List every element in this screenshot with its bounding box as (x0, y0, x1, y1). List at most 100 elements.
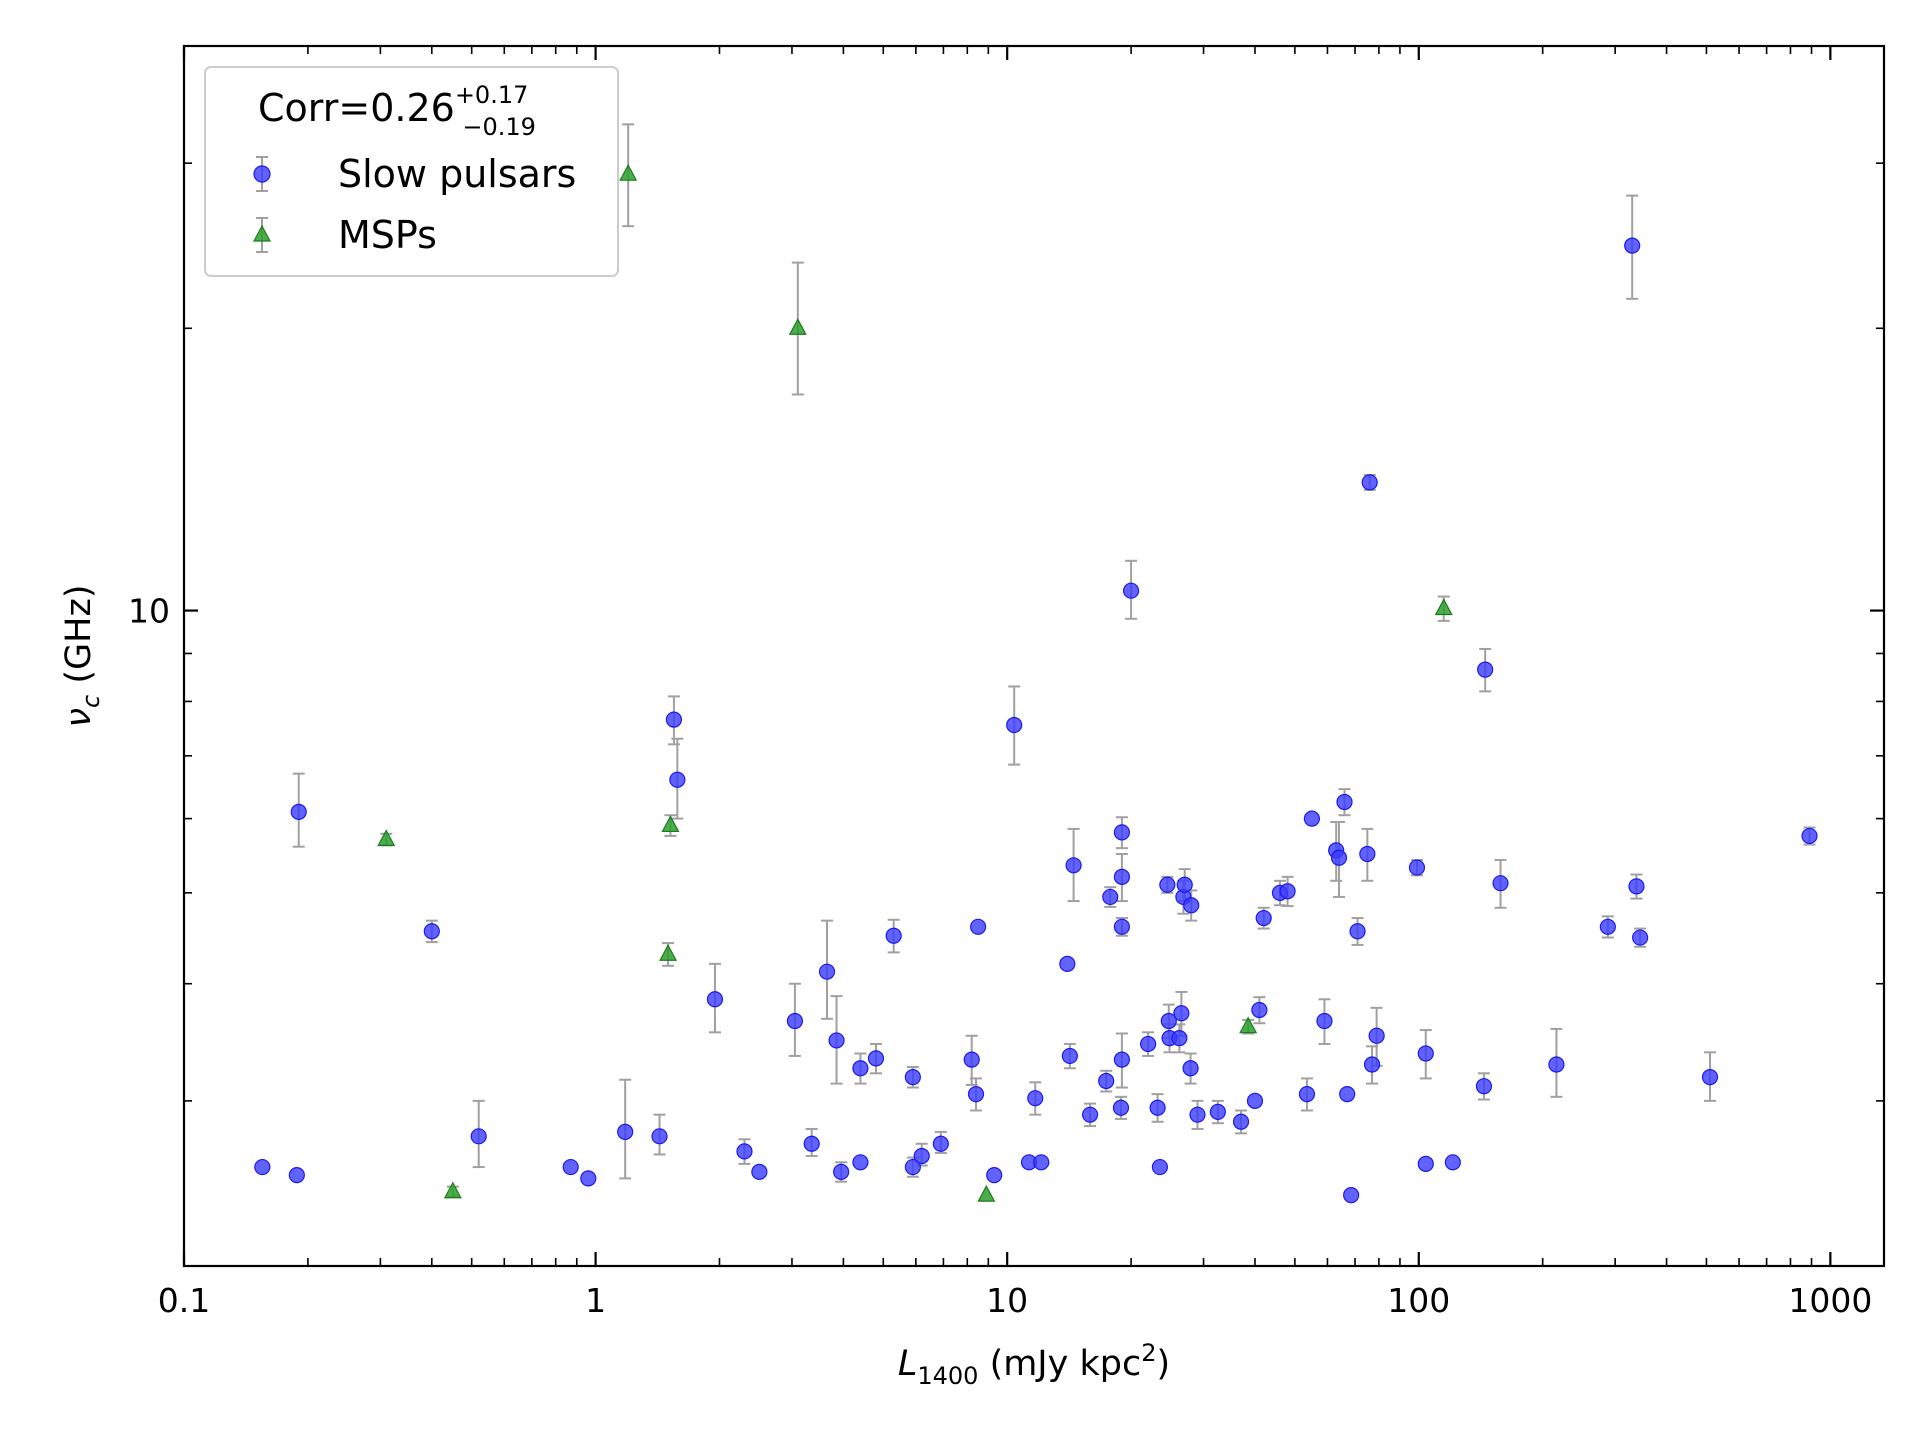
slow-pulsar-point (1417, 1045, 1434, 1062)
slow-pulsar-point (852, 1060, 869, 1077)
x-axis-label: L1400 (mJy kpc2) (898, 1339, 1170, 1390)
slow-pulsar-point (1246, 1092, 1264, 1109)
markers-layer (254, 163, 1818, 1204)
slow-pulsar-point (423, 923, 440, 940)
slow-pulsar-point (1628, 878, 1645, 895)
y-axis-label: νc (GHz) (59, 584, 105, 727)
slow-pulsar-point (1548, 1056, 1565, 1073)
slow-pulsar-point (967, 1086, 985, 1103)
x-tick-label: 1000 (1788, 1281, 1872, 1320)
slow-pulsar-point (1059, 955, 1076, 972)
slow-pulsar-point (254, 1158, 271, 1176)
slow-pulsar-point (669, 771, 686, 788)
slow-pulsar-point (1316, 1012, 1333, 1030)
legend-title: Corr=0.26+0.17 −0.19 (258, 81, 536, 141)
slow-pulsar-point (970, 918, 987, 935)
legend: Corr=0.26+0.17 −0.19 Slow pulsars MSPs (204, 66, 619, 277)
ticks-layer (182, 45, 1884, 1267)
slow-pulsar-point (1113, 824, 1131, 841)
slow-pulsar-point (1149, 1099, 1166, 1116)
x-axis-label-sub: 1400 (917, 1362, 978, 1390)
slow-pulsar-point (852, 1154, 869, 1171)
slow-pulsar-point (1343, 1187, 1360, 1204)
slow-pulsar-point (1801, 827, 1818, 845)
msp-point (977, 1184, 996, 1202)
slow-pulsar-point (1151, 1158, 1169, 1176)
slow-pulsar-point (1006, 716, 1023, 734)
x-tick-label: 0.1 (158, 1281, 210, 1320)
slow-pulsar-point (736, 1143, 753, 1160)
slow-pulsar-point (1363, 1056, 1381, 1073)
legend-slow-label: Slow pulsars (338, 152, 576, 196)
x-tick-label: 1 (585, 1281, 606, 1320)
slow-pulsar-point (751, 1163, 768, 1180)
slow-pulsar-point (1444, 1154, 1461, 1171)
slow-pulsar-point (1492, 875, 1509, 892)
slow-pulsar-point (1140, 1035, 1157, 1053)
msp-point (661, 815, 680, 833)
slow-pulsar-point (706, 991, 724, 1008)
slow-pulsar-point (1599, 918, 1616, 935)
slow-pulsar-point (651, 1128, 668, 1145)
y-tick-label: 10 (128, 592, 170, 631)
slow-pulsar-point (828, 1032, 845, 1049)
slow-pulsar-point (1279, 883, 1296, 900)
slow-pulsar-point (1632, 929, 1649, 946)
slow-pulsar-point (1113, 1051, 1131, 1068)
slow-pulsar-point (1159, 876, 1176, 893)
slow-pulsar-point (1102, 888, 1119, 906)
slow-pulsar-point (1624, 237, 1641, 254)
slow-pulsar-point (1176, 876, 1193, 893)
slow-pulsar-point (986, 1167, 1003, 1184)
x-axis-label-unit-close: ) (1156, 1344, 1170, 1384)
slow-pulsar-point (1368, 1027, 1385, 1044)
slow-pulsar-point (1255, 909, 1272, 927)
slow-pulsar-point (1189, 1106, 1206, 1123)
slow-pulsar-point (1171, 1029, 1188, 1047)
slow-pulsar-point (617, 1123, 634, 1140)
slow-pulsar-point (1477, 661, 1494, 678)
slow-pulsar-point (1033, 1154, 1050, 1171)
slow-pulsar-point (1330, 849, 1348, 866)
legend-msp-marker (253, 224, 271, 242)
slow-pulsar-point (1303, 810, 1321, 827)
legend-msp-label: MSPs (338, 213, 437, 257)
slow-pulsar-point (904, 1158, 921, 1176)
x-tick-label: 10 (986, 1281, 1028, 1320)
slow-pulsar-point (1232, 1113, 1250, 1130)
slow-pulsar-point (1173, 1005, 1190, 1022)
slow-pulsar-point (1701, 1069, 1719, 1086)
x-tick-label: 100 (1387, 1281, 1450, 1320)
slow-pulsar-point (885, 927, 902, 944)
slow-pulsar-point (1209, 1103, 1226, 1120)
slow-pulsar-point (665, 711, 683, 728)
msp-point (377, 829, 396, 847)
tick-labels-layer: 0.1 1 10 100 1000 10 (128, 592, 1872, 1320)
slow-pulsar-point (288, 1167, 305, 1184)
legend-box (204, 66, 619, 277)
x-axis-label-unit: (mJy kpc (978, 1344, 1141, 1384)
slow-pulsar-point (1061, 1047, 1078, 1065)
slow-pulsar-point (1183, 897, 1200, 914)
slow-pulsar-point (290, 803, 307, 820)
x-axis-label-main: L (898, 1344, 918, 1384)
slow-pulsar-point (818, 963, 836, 980)
slow-pulsar-point (1251, 1001, 1268, 1019)
legend-entry-slow-pulsars: Slow pulsars (253, 152, 576, 196)
slow-pulsar-point (1361, 474, 1378, 491)
slow-pulsar-point (1098, 1072, 1115, 1090)
msp-point (443, 1181, 462, 1199)
slow-pulsar-point (867, 1050, 885, 1067)
slow-pulsar-point (1298, 1086, 1316, 1103)
slow-pulsar-point (1349, 923, 1366, 940)
slow-pulsar-point (1065, 857, 1082, 874)
legend-slow-marker (253, 165, 271, 183)
slow-pulsar-point (1417, 1155, 1434, 1172)
slow-pulsar-point (1160, 1012, 1177, 1030)
slow-pulsar-point (932, 1135, 949, 1152)
slow-pulsar-point (1122, 582, 1140, 599)
slow-pulsar-point (1336, 793, 1353, 811)
slow-pulsar-point (1408, 859, 1426, 876)
slow-pulsar-point (803, 1135, 820, 1152)
slow-pulsar-point (833, 1163, 850, 1180)
